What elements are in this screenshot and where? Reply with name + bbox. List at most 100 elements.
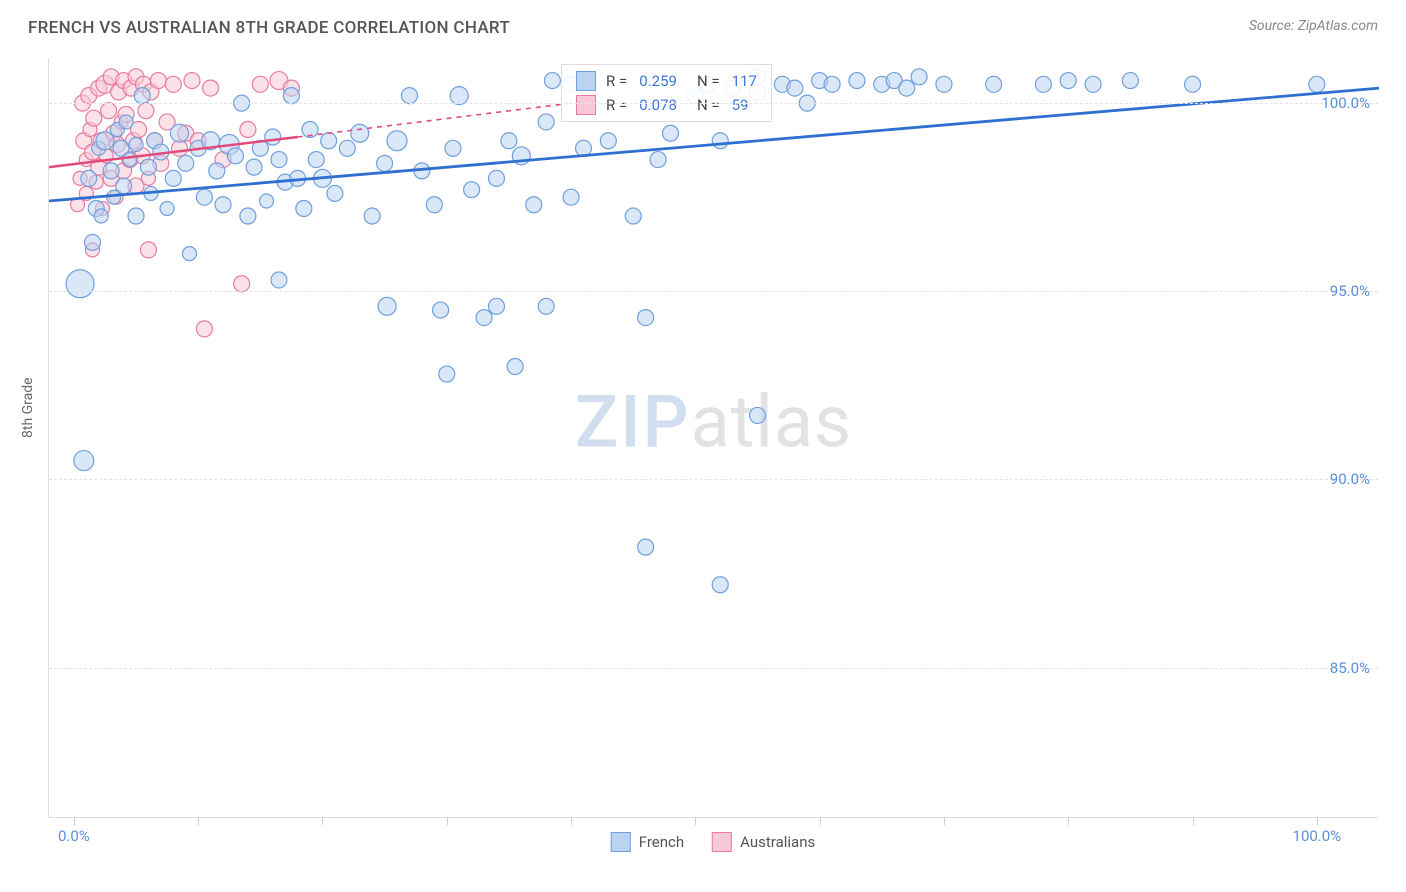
data-point[interactable]: [116, 178, 132, 194]
data-point[interactable]: [182, 247, 196, 261]
legend-swatch-french: [576, 71, 596, 91]
data-point[interactable]: [401, 88, 417, 104]
data-point[interactable]: [339, 140, 355, 156]
series-legend: French Australians: [611, 832, 815, 852]
data-point[interactable]: [378, 297, 396, 315]
data-point[interactable]: [433, 302, 449, 318]
data-point[interactable]: [234, 276, 250, 292]
data-point[interactable]: [101, 103, 117, 119]
data-point[interactable]: [488, 170, 504, 186]
data-point[interactable]: [252, 76, 268, 92]
data-point[interactable]: [123, 153, 137, 167]
data-point[interactable]: [260, 194, 274, 208]
data-point[interactable]: [196, 189, 212, 205]
data-point[interactable]: [119, 115, 133, 129]
data-point[interactable]: [488, 298, 504, 314]
data-point[interactable]: [538, 298, 554, 314]
data-point[interactable]: [140, 242, 156, 258]
data-point[interactable]: [321, 133, 337, 149]
data-point[interactable]: [712, 133, 728, 149]
data-point[interactable]: [85, 234, 101, 250]
data-point[interactable]: [662, 125, 678, 141]
data-point[interactable]: [1185, 76, 1201, 92]
data-point[interactable]: [387, 131, 407, 151]
y-tick-label: 95.0%: [1330, 282, 1370, 300]
data-point[interactable]: [377, 155, 393, 171]
legend-row-australians: R = 0.078 N = 59: [562, 93, 771, 117]
data-point[interactable]: [103, 163, 119, 179]
legend-item[interactable]: French: [611, 832, 684, 852]
data-point[interactable]: [351, 124, 369, 142]
data-point[interactable]: [227, 148, 243, 164]
data-point[interactable]: [265, 129, 281, 145]
data-point[interactable]: [600, 133, 616, 149]
data-point[interactable]: [1085, 76, 1101, 92]
legend-row-french: R = 0.259 N = 117: [562, 69, 771, 93]
data-point[interactable]: [160, 201, 174, 215]
data-point[interactable]: [271, 272, 287, 288]
data-point[interactable]: [86, 110, 102, 126]
data-point[interactable]: [96, 132, 114, 150]
data-point[interactable]: [140, 159, 156, 175]
data-point[interactable]: [171, 124, 189, 142]
data-point[interactable]: [650, 152, 666, 168]
data-point[interactable]: [165, 76, 181, 92]
data-point[interactable]: [296, 200, 312, 216]
data-point[interactable]: [184, 73, 200, 89]
data-point[interactable]: [911, 69, 927, 85]
legend-item[interactable]: Australians: [712, 832, 815, 852]
legend-swatch: [712, 832, 732, 852]
data-point[interactable]: [899, 80, 915, 96]
data-point[interactable]: [563, 189, 579, 205]
data-point[interactable]: [849, 73, 865, 89]
data-point[interactable]: [439, 366, 455, 382]
data-point[interactable]: [1309, 76, 1325, 92]
data-point[interactable]: [936, 76, 952, 92]
data-point[interactable]: [638, 539, 654, 555]
data-point[interactable]: [271, 152, 287, 168]
data-point[interactable]: [81, 170, 97, 186]
data-point[interactable]: [501, 133, 517, 149]
data-point[interactable]: [445, 140, 461, 156]
data-point[interactable]: [476, 310, 492, 326]
data-point[interactable]: [1122, 73, 1138, 89]
data-point[interactable]: [544, 73, 560, 89]
data-point[interactable]: [426, 197, 442, 213]
data-point[interactable]: [134, 88, 150, 104]
data-point[interactable]: [364, 208, 380, 224]
data-point[interactable]: [138, 103, 154, 119]
data-point[interactable]: [1035, 76, 1051, 92]
data-point[interactable]: [240, 121, 256, 137]
data-point[interactable]: [178, 155, 194, 171]
data-point[interactable]: [327, 185, 343, 201]
data-point[interactable]: [240, 208, 256, 224]
data-point[interactable]: [450, 87, 468, 105]
data-point[interactable]: [750, 407, 766, 423]
data-point[interactable]: [526, 197, 542, 213]
data-point[interactable]: [209, 163, 225, 179]
data-point[interactable]: [203, 80, 219, 96]
data-point[interactable]: [283, 88, 299, 104]
data-point[interactable]: [128, 208, 144, 224]
data-point[interactable]: [625, 208, 641, 224]
data-point[interactable]: [638, 310, 654, 326]
data-point[interactable]: [1060, 73, 1076, 89]
data-point[interactable]: [787, 80, 803, 96]
data-point[interactable]: [129, 138, 143, 152]
data-point[interactable]: [165, 170, 181, 186]
data-point[interactable]: [246, 159, 262, 175]
data-point[interactable]: [308, 152, 324, 168]
data-point[interactable]: [507, 359, 523, 375]
data-point[interactable]: [712, 577, 728, 593]
data-point[interactable]: [196, 321, 212, 337]
data-point[interactable]: [986, 76, 1002, 92]
gridline: [49, 291, 1378, 292]
data-point[interactable]: [538, 114, 554, 130]
data-point[interactable]: [464, 182, 480, 198]
data-point[interactable]: [94, 209, 108, 223]
data-point[interactable]: [824, 76, 840, 92]
data-point[interactable]: [66, 270, 94, 298]
data-point[interactable]: [150, 73, 166, 89]
data-point[interactable]: [74, 451, 94, 471]
data-point[interactable]: [215, 197, 231, 213]
